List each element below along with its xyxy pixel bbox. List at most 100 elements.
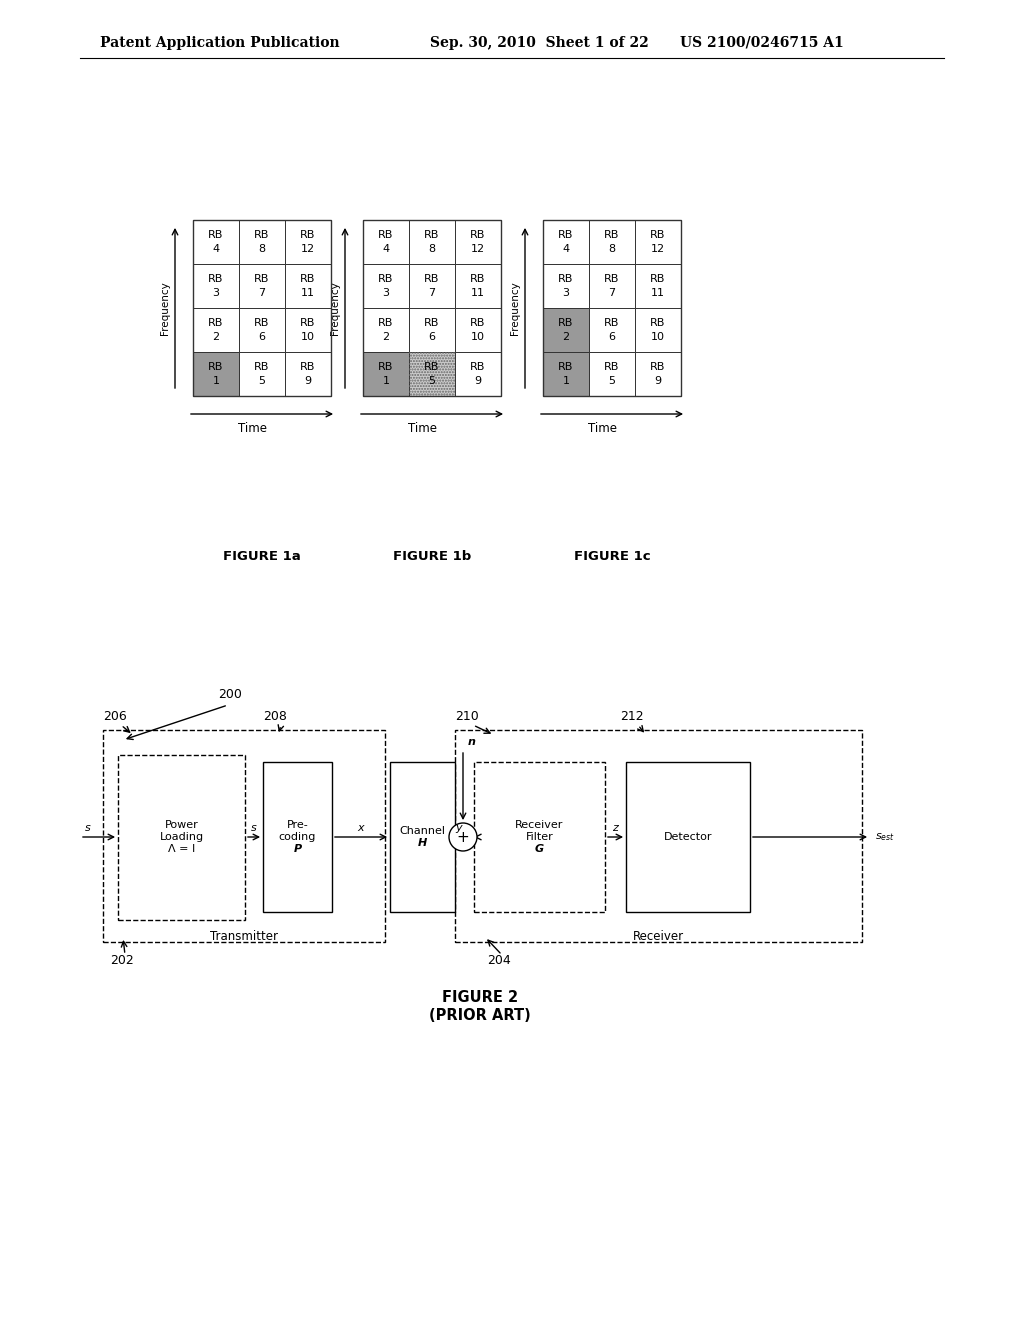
Text: RB: RB — [254, 275, 269, 284]
Bar — [263, 762, 332, 912]
Text: z: z — [612, 822, 617, 833]
Text: x: x — [357, 822, 365, 833]
Bar — [409, 352, 455, 396]
Text: 5: 5 — [258, 376, 265, 385]
Bar — [589, 220, 635, 264]
Text: Time: Time — [588, 421, 616, 434]
Text: 3: 3 — [383, 288, 389, 298]
Text: RB: RB — [558, 275, 573, 284]
Text: RB: RB — [470, 230, 485, 240]
Text: RB: RB — [378, 362, 393, 372]
Bar — [589, 264, 635, 308]
Text: Λ = Ι: Λ = Ι — [168, 845, 196, 854]
Bar — [285, 308, 331, 352]
Text: 212: 212 — [620, 710, 644, 723]
Text: RB: RB — [378, 318, 393, 327]
Bar — [239, 264, 285, 308]
Bar — [285, 264, 331, 308]
Text: $s_{est}$: $s_{est}$ — [874, 832, 895, 843]
Text: Channel: Channel — [399, 826, 445, 836]
Bar — [409, 264, 455, 308]
Text: Frequency: Frequency — [160, 281, 170, 335]
Text: RB: RB — [378, 275, 393, 284]
Text: Power: Power — [165, 821, 199, 830]
Bar — [589, 352, 635, 396]
Bar — [543, 264, 589, 308]
Text: 12: 12 — [651, 244, 665, 253]
Text: 8: 8 — [608, 244, 615, 253]
Text: Frequency: Frequency — [330, 281, 340, 335]
Text: RB: RB — [300, 275, 315, 284]
Text: RB: RB — [300, 230, 315, 240]
Text: 210: 210 — [455, 710, 479, 723]
Bar — [362, 264, 409, 308]
Bar — [455, 308, 501, 352]
Text: Time: Time — [408, 421, 436, 434]
Text: Transmitter: Transmitter — [210, 931, 278, 942]
Text: Loading: Loading — [160, 833, 204, 842]
Bar — [409, 308, 455, 352]
Text: FIGURE 1c: FIGURE 1c — [573, 549, 650, 562]
Text: FIGURE 1a: FIGURE 1a — [223, 549, 301, 562]
Text: 2: 2 — [562, 333, 569, 342]
Text: RB: RB — [300, 318, 315, 327]
Text: (PRIOR ART): (PRIOR ART) — [429, 1008, 530, 1023]
Text: 2: 2 — [212, 333, 219, 342]
Bar — [635, 352, 681, 396]
Text: 6: 6 — [428, 333, 435, 342]
Text: RB: RB — [470, 275, 485, 284]
Text: 10: 10 — [651, 333, 665, 342]
Bar — [635, 220, 681, 264]
Text: 5: 5 — [428, 376, 435, 385]
Text: RB: RB — [650, 318, 666, 327]
Bar — [193, 264, 239, 308]
Circle shape — [449, 822, 477, 851]
Bar — [362, 352, 409, 396]
Text: 4: 4 — [562, 244, 569, 253]
Text: 200: 200 — [218, 689, 242, 701]
Bar — [409, 352, 455, 396]
Text: 2: 2 — [382, 333, 389, 342]
Text: Sep. 30, 2010  Sheet 1 of 22: Sep. 30, 2010 Sheet 1 of 22 — [430, 36, 649, 50]
Text: Frequency: Frequency — [510, 281, 520, 335]
Text: RB: RB — [558, 230, 573, 240]
Text: 6: 6 — [258, 333, 265, 342]
Text: Pre-: Pre- — [287, 820, 308, 830]
Text: RB: RB — [470, 362, 485, 372]
Text: P: P — [294, 843, 301, 854]
Text: 3: 3 — [213, 288, 219, 298]
Bar — [455, 352, 501, 396]
Text: coding: coding — [279, 832, 316, 842]
Bar — [474, 762, 605, 912]
Bar — [543, 220, 589, 264]
Text: 3: 3 — [562, 288, 569, 298]
Bar — [362, 220, 501, 396]
Text: 6: 6 — [608, 333, 615, 342]
Text: 9: 9 — [654, 376, 662, 385]
Text: 12: 12 — [301, 244, 315, 253]
Bar — [193, 308, 239, 352]
Bar — [635, 308, 681, 352]
Bar — [543, 308, 589, 352]
Bar — [239, 308, 285, 352]
Bar — [239, 220, 285, 264]
Text: FIGURE 1b: FIGURE 1b — [393, 549, 471, 562]
Text: 206: 206 — [103, 710, 127, 723]
Text: 4: 4 — [212, 244, 219, 253]
Text: 9: 9 — [474, 376, 481, 385]
Bar — [455, 220, 501, 264]
Text: 10: 10 — [471, 333, 485, 342]
Text: Receiver: Receiver — [515, 820, 563, 830]
Text: RB: RB — [254, 362, 269, 372]
Bar — [193, 220, 331, 396]
Text: 1: 1 — [383, 376, 389, 385]
Text: 1: 1 — [213, 376, 219, 385]
Text: RB: RB — [208, 230, 223, 240]
Bar — [193, 352, 239, 396]
Text: RB: RB — [300, 362, 315, 372]
Text: 7: 7 — [428, 288, 435, 298]
Text: RB: RB — [208, 318, 223, 327]
Text: Time: Time — [238, 421, 266, 434]
Bar — [635, 264, 681, 308]
Text: RB: RB — [208, 362, 223, 372]
